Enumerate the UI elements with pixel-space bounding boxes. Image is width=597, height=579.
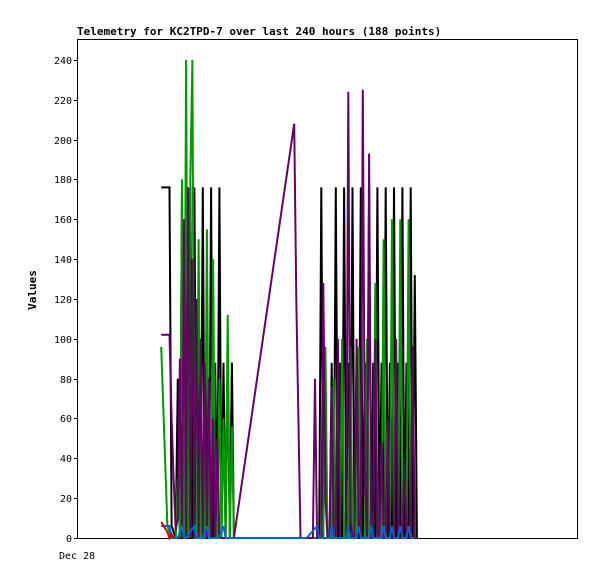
y-tick-label: 160 bbox=[54, 215, 72, 226]
y-tick-label: 180 bbox=[54, 175, 72, 186]
x-axis: Dec 28 bbox=[59, 551, 95, 562]
x-tick-label: Dec 28 bbox=[59, 551, 95, 562]
y-tick-label: 0 bbox=[66, 534, 72, 545]
series-line-2 bbox=[161, 89, 417, 539]
y-axis: 0 20 40 60 80 100 120 140 160 180 200 220 240 bbox=[54, 56, 78, 545]
y-tick-label: 120 bbox=[54, 295, 72, 306]
series-line-3 bbox=[161, 523, 412, 539]
y-tick-label: 20 bbox=[60, 494, 72, 505]
series-line-1 bbox=[160, 59, 415, 539]
series-layer bbox=[160, 59, 418, 541]
y-tick-label: 80 bbox=[60, 375, 72, 386]
y-tick-label: 200 bbox=[54, 136, 72, 147]
series-line-4 bbox=[160, 521, 175, 541]
y-tick-label: 240 bbox=[54, 56, 72, 67]
y-tick-label: 140 bbox=[54, 255, 72, 266]
y-tick-label: 100 bbox=[54, 335, 72, 346]
chart-title: Telemetry for KC2TPD-7 over last 240 hou… bbox=[77, 25, 441, 38]
y-tick-label: 40 bbox=[60, 454, 72, 465]
y-tick-label: 220 bbox=[54, 96, 72, 107]
y-tick-label: 60 bbox=[60, 414, 72, 425]
y-axis-label: Values bbox=[26, 270, 39, 310]
